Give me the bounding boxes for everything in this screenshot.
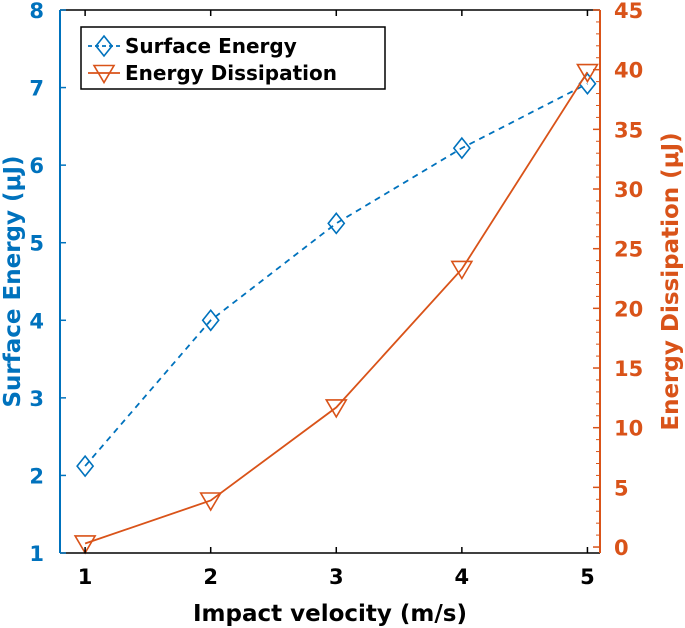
y-left-tick-label: 5 [29,232,44,256]
data-point-marker [576,63,599,84]
series-line-0 [84,82,588,467]
y-right-axis-title: Energy Dissipation (μJ) [658,132,684,430]
legend-marker [94,34,114,58]
x-tick-label: 4 [455,565,470,589]
data-point-marker [199,492,223,512]
data-point-marker [327,212,346,235]
y-left-tick-label: 2 [29,464,44,488]
x-tick-label: 3 [329,565,344,589]
series-layer [73,63,599,555]
y-right-tick-label: 0 [614,536,629,560]
data-point-marker [76,454,95,478]
data-point-marker [324,399,348,419]
y-right-tick-label: 30 [614,178,643,202]
data-point-marker [73,535,97,555]
y-left-tick-label: 1 [29,542,44,566]
data-point-marker [201,309,220,332]
y-left-tick-label: 3 [29,387,44,411]
y-right-tick-label: 45 [614,0,643,23]
y-right-tick-label: 25 [614,238,643,262]
x-tick-label: 2 [203,565,218,589]
y-right-tick-label: 10 [614,417,643,441]
legend-marker [92,64,116,85]
legend-label: Surface Energy [125,34,297,58]
plot-background [60,10,600,553]
y-left-tick-label: 4 [29,309,44,333]
x-tick-label: 1 [78,565,93,589]
y-left-tick-label: 6 [29,154,44,178]
legend-box [80,26,386,90]
x-axis-title: Impact velocity (m/s) [193,601,467,627]
y-left-tick-label: 7 [29,77,44,101]
y-right-tick-label: 15 [614,357,643,381]
y-right-tick-label: 35 [614,118,643,142]
data-point-marker [450,260,474,281]
series-line-1 [84,71,589,545]
y-left-axis-title: Surface Energy (μJ) [0,155,26,407]
y-right-tick-label: 20 [614,297,643,321]
y-right-tick-label: 40 [614,59,643,83]
data-point-marker [452,136,471,160]
y-right-tick-label: 5 [614,476,629,500]
x-tick-label: 5 [580,565,595,589]
legend: Surface Energy Energy Dissipation [80,26,386,90]
y-left-tick-label: 8 [29,0,44,23]
legend-label: Energy Dissipation [125,61,337,85]
